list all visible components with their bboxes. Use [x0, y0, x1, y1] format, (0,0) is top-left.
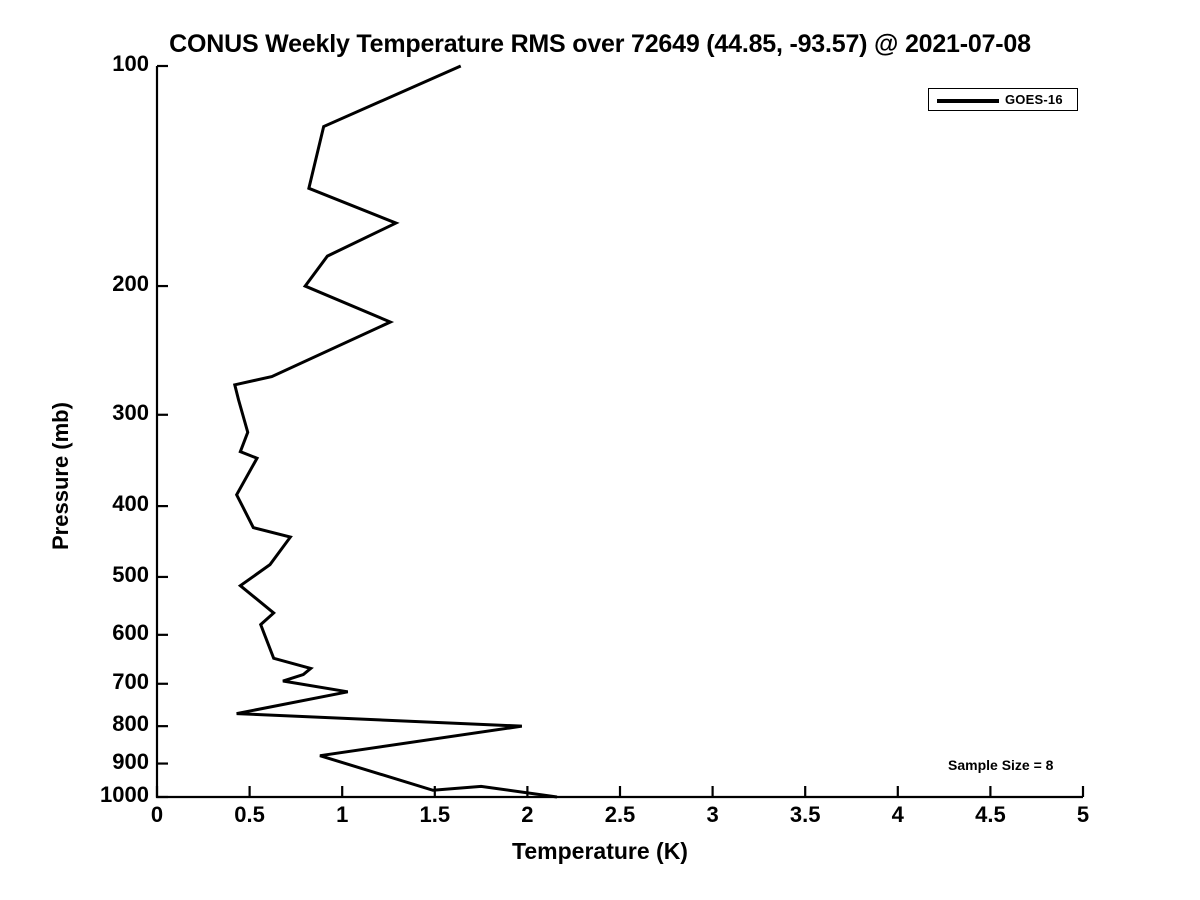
chart-title: CONUS Weekly Temperature RMS over 72649 … — [169, 30, 1031, 58]
x-tick-label: 3 — [706, 802, 719, 827]
x-axis-label: Temperature (K) — [512, 838, 688, 864]
axis-spines — [155, 66, 1083, 799]
legend-line-goes-16 — [937, 99, 999, 103]
x-tick-label: 4.5 — [975, 802, 1006, 827]
x-tick-label: 0.5 — [234, 802, 265, 827]
y-tick-label: 200 — [112, 271, 149, 297]
y-tick-label: 700 — [112, 668, 149, 694]
y-tick-label: 400 — [112, 491, 149, 517]
x-tick-label: 4 — [891, 802, 904, 827]
legend: GOES-16 — [928, 88, 1078, 111]
x-tick-label: 5 — [1076, 802, 1090, 827]
x-tick-label: 0 — [150, 802, 164, 827]
y-tick-label: 100 — [112, 51, 149, 76]
y-tick-label: 300 — [112, 399, 149, 425]
x-tick-label: 1 — [336, 802, 349, 827]
y-tick-label: 800 — [112, 711, 149, 737]
y-tick-label: 600 — [112, 619, 149, 645]
x-tick-label: 1.5 — [419, 802, 451, 827]
sample-size-annotation: Sample Size = 8 — [948, 757, 1054, 773]
y-tick-label: 500 — [112, 561, 149, 587]
data-line-goes-16 — [232, 64, 558, 799]
x-tick-label: 2 — [521, 802, 534, 827]
x-tick-label: 3.5 — [789, 802, 821, 827]
legend-label-goes-16: GOES-16 — [1005, 92, 1063, 107]
x-tick-label: 2.5 — [604, 802, 636, 827]
y-tick-label: 900 — [112, 748, 149, 774]
y-tick-label: 1000 — [100, 782, 149, 807]
